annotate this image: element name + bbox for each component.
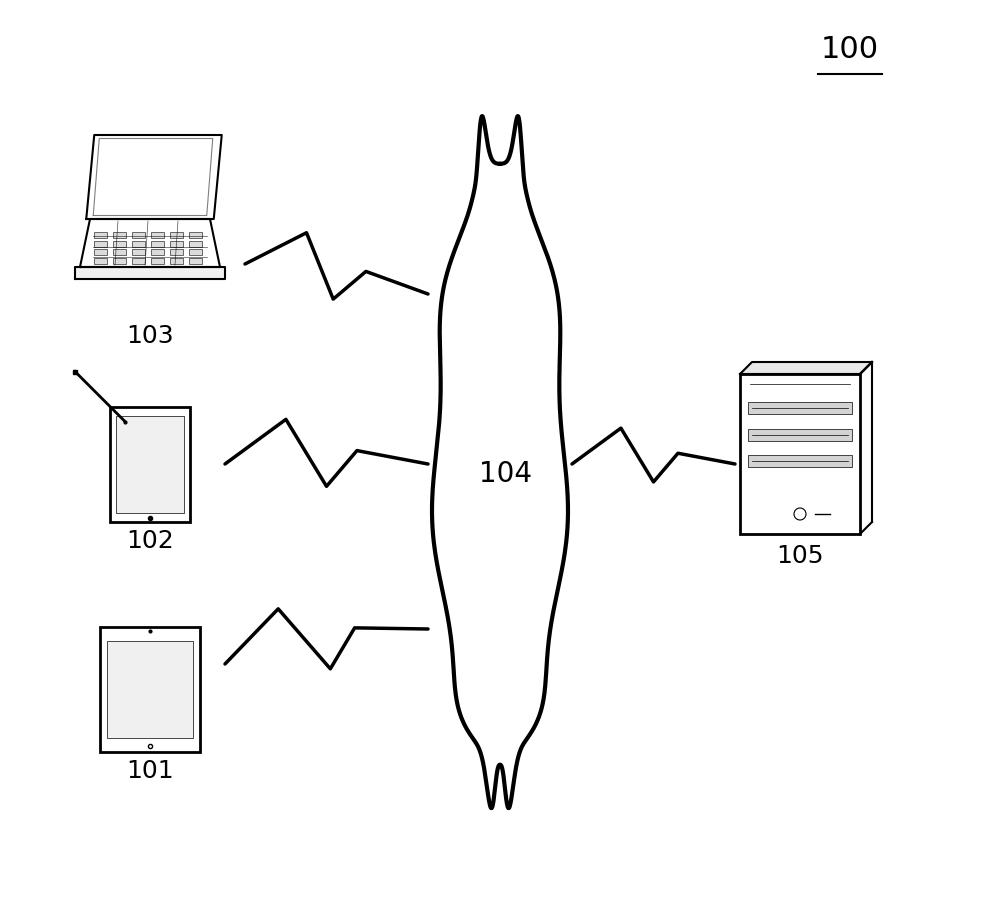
Bar	[151, 241, 164, 247]
Bar	[132, 258, 145, 264]
Bar	[170, 249, 183, 255]
Text: 104: 104	[479, 460, 532, 488]
Bar	[94, 241, 107, 247]
Bar	[189, 241, 202, 247]
Polygon shape	[80, 219, 220, 267]
Bar	[113, 233, 126, 238]
Bar	[748, 429, 852, 441]
Bar	[170, 258, 183, 264]
Bar	[113, 241, 126, 247]
Bar	[113, 258, 126, 264]
Bar	[100, 627, 200, 752]
Bar	[151, 249, 164, 255]
Text: 101: 101	[126, 759, 174, 783]
Bar	[151, 258, 164, 264]
Bar	[170, 241, 183, 247]
Bar	[110, 406, 190, 521]
Bar	[170, 233, 183, 238]
Polygon shape	[75, 267, 225, 279]
Bar	[113, 249, 126, 255]
Bar	[189, 233, 202, 238]
Text: 102: 102	[126, 529, 174, 553]
Bar	[132, 233, 145, 238]
Bar	[132, 249, 145, 255]
Text: 105: 105	[776, 544, 824, 568]
Bar	[748, 455, 852, 467]
Bar	[107, 641, 193, 738]
Bar	[94, 249, 107, 255]
Bar	[748, 402, 852, 414]
Polygon shape	[86, 135, 222, 219]
Bar	[740, 374, 860, 534]
Bar	[94, 258, 107, 264]
Bar	[151, 233, 164, 238]
Polygon shape	[740, 362, 872, 374]
Bar	[94, 233, 107, 238]
Bar	[189, 258, 202, 264]
Bar	[189, 249, 202, 255]
Text: 100: 100	[821, 35, 879, 63]
Text: 103: 103	[126, 324, 174, 348]
Bar	[116, 415, 184, 513]
Bar	[132, 241, 145, 247]
